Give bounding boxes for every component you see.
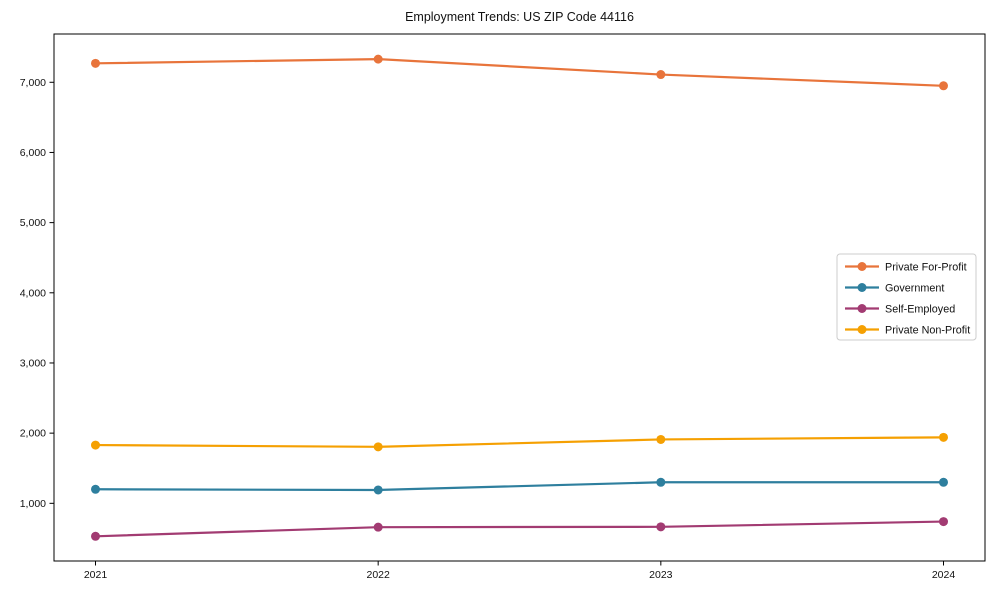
point-government-2023	[656, 477, 666, 487]
y-tick-label: 3,000	[20, 358, 46, 370]
y-tick-6000: 6,000	[20, 147, 54, 159]
x-tick-label: 2022	[366, 569, 390, 581]
y-tick-7000: 7,000	[20, 77, 54, 89]
legend-entry-private-for-profit: Private For-Profit	[845, 261, 967, 273]
y-tick-label: 5,000	[20, 217, 46, 229]
point-private-for-profit-2021	[91, 58, 100, 68]
legend-marker-icon	[857, 304, 867, 313]
y-tick-2000: 2,000	[20, 428, 54, 440]
point-private-for-profit-2024	[939, 81, 948, 91]
chart-title: Employment Trends: US ZIP Code 44116	[405, 10, 634, 24]
legend-label: Private For-Profit	[885, 261, 967, 273]
point-private-non-profit-2021	[91, 440, 100, 450]
point-self-employed-2023	[656, 522, 666, 532]
point-government-2021	[91, 484, 100, 494]
point-self-employed-2021	[91, 531, 100, 541]
x-tick-2022: 2022	[366, 561, 390, 581]
point-government-2024	[939, 477, 948, 487]
x-tick-2024: 2024	[932, 561, 956, 581]
legend-label: Self-Employed	[885, 303, 955, 315]
point-self-employed-2022	[373, 522, 383, 532]
x-tick-label: 2021	[84, 569, 108, 581]
point-self-employed-2024	[939, 517, 948, 527]
y-tick-label: 7,000	[20, 77, 46, 89]
legend-marker-icon	[857, 325, 867, 334]
y-tick-label: 6,000	[20, 147, 46, 159]
legend-marker-icon	[857, 262, 867, 271]
legend: Private For-Profit Government Self-Employe…	[836, 253, 977, 341]
y-tick-5000: 5,000	[20, 217, 54, 229]
legend-entry-self-employed: Self-Employed	[845, 303, 955, 315]
series-line-private-non-profit	[95, 436, 944, 448]
y-tick-1000: 1,000	[20, 498, 54, 510]
legend-label: Government	[885, 282, 944, 294]
point-private-non-profit-2022	[373, 442, 383, 452]
x-tick-2023: 2023	[649, 561, 673, 581]
point-private-non-profit-2023	[656, 434, 666, 444]
series-line-self-employed	[95, 520, 944, 538]
y-tick-label: 1,000	[20, 498, 46, 510]
y-tick-label: 4,000	[20, 287, 46, 299]
y-tick-4000: 4,000	[20, 287, 54, 299]
x-tick-2021: 2021	[84, 561, 108, 581]
x-tick-label: 2023	[649, 569, 673, 581]
point-private-for-profit-2023	[656, 70, 666, 80]
legend-entry-private-non-profit: Private Non-Profit	[845, 324, 970, 336]
legend-box	[836, 253, 977, 341]
point-private-non-profit-2024	[939, 432, 948, 442]
legend-label: Private Non-Profit	[885, 324, 970, 336]
y-tick-label: 2,000	[20, 428, 46, 440]
y-tick-3000: 3,000	[20, 358, 54, 370]
plot-border	[53, 33, 986, 562]
legend-marker-icon	[857, 283, 867, 292]
point-government-2022	[373, 485, 383, 495]
x-tick-label: 2024	[932, 569, 956, 581]
legend-entry-government: Government	[845, 282, 944, 294]
series-line-government	[95, 481, 944, 492]
point-private-for-profit-2022	[373, 54, 383, 64]
series-line-private-for-profit	[95, 58, 944, 87]
